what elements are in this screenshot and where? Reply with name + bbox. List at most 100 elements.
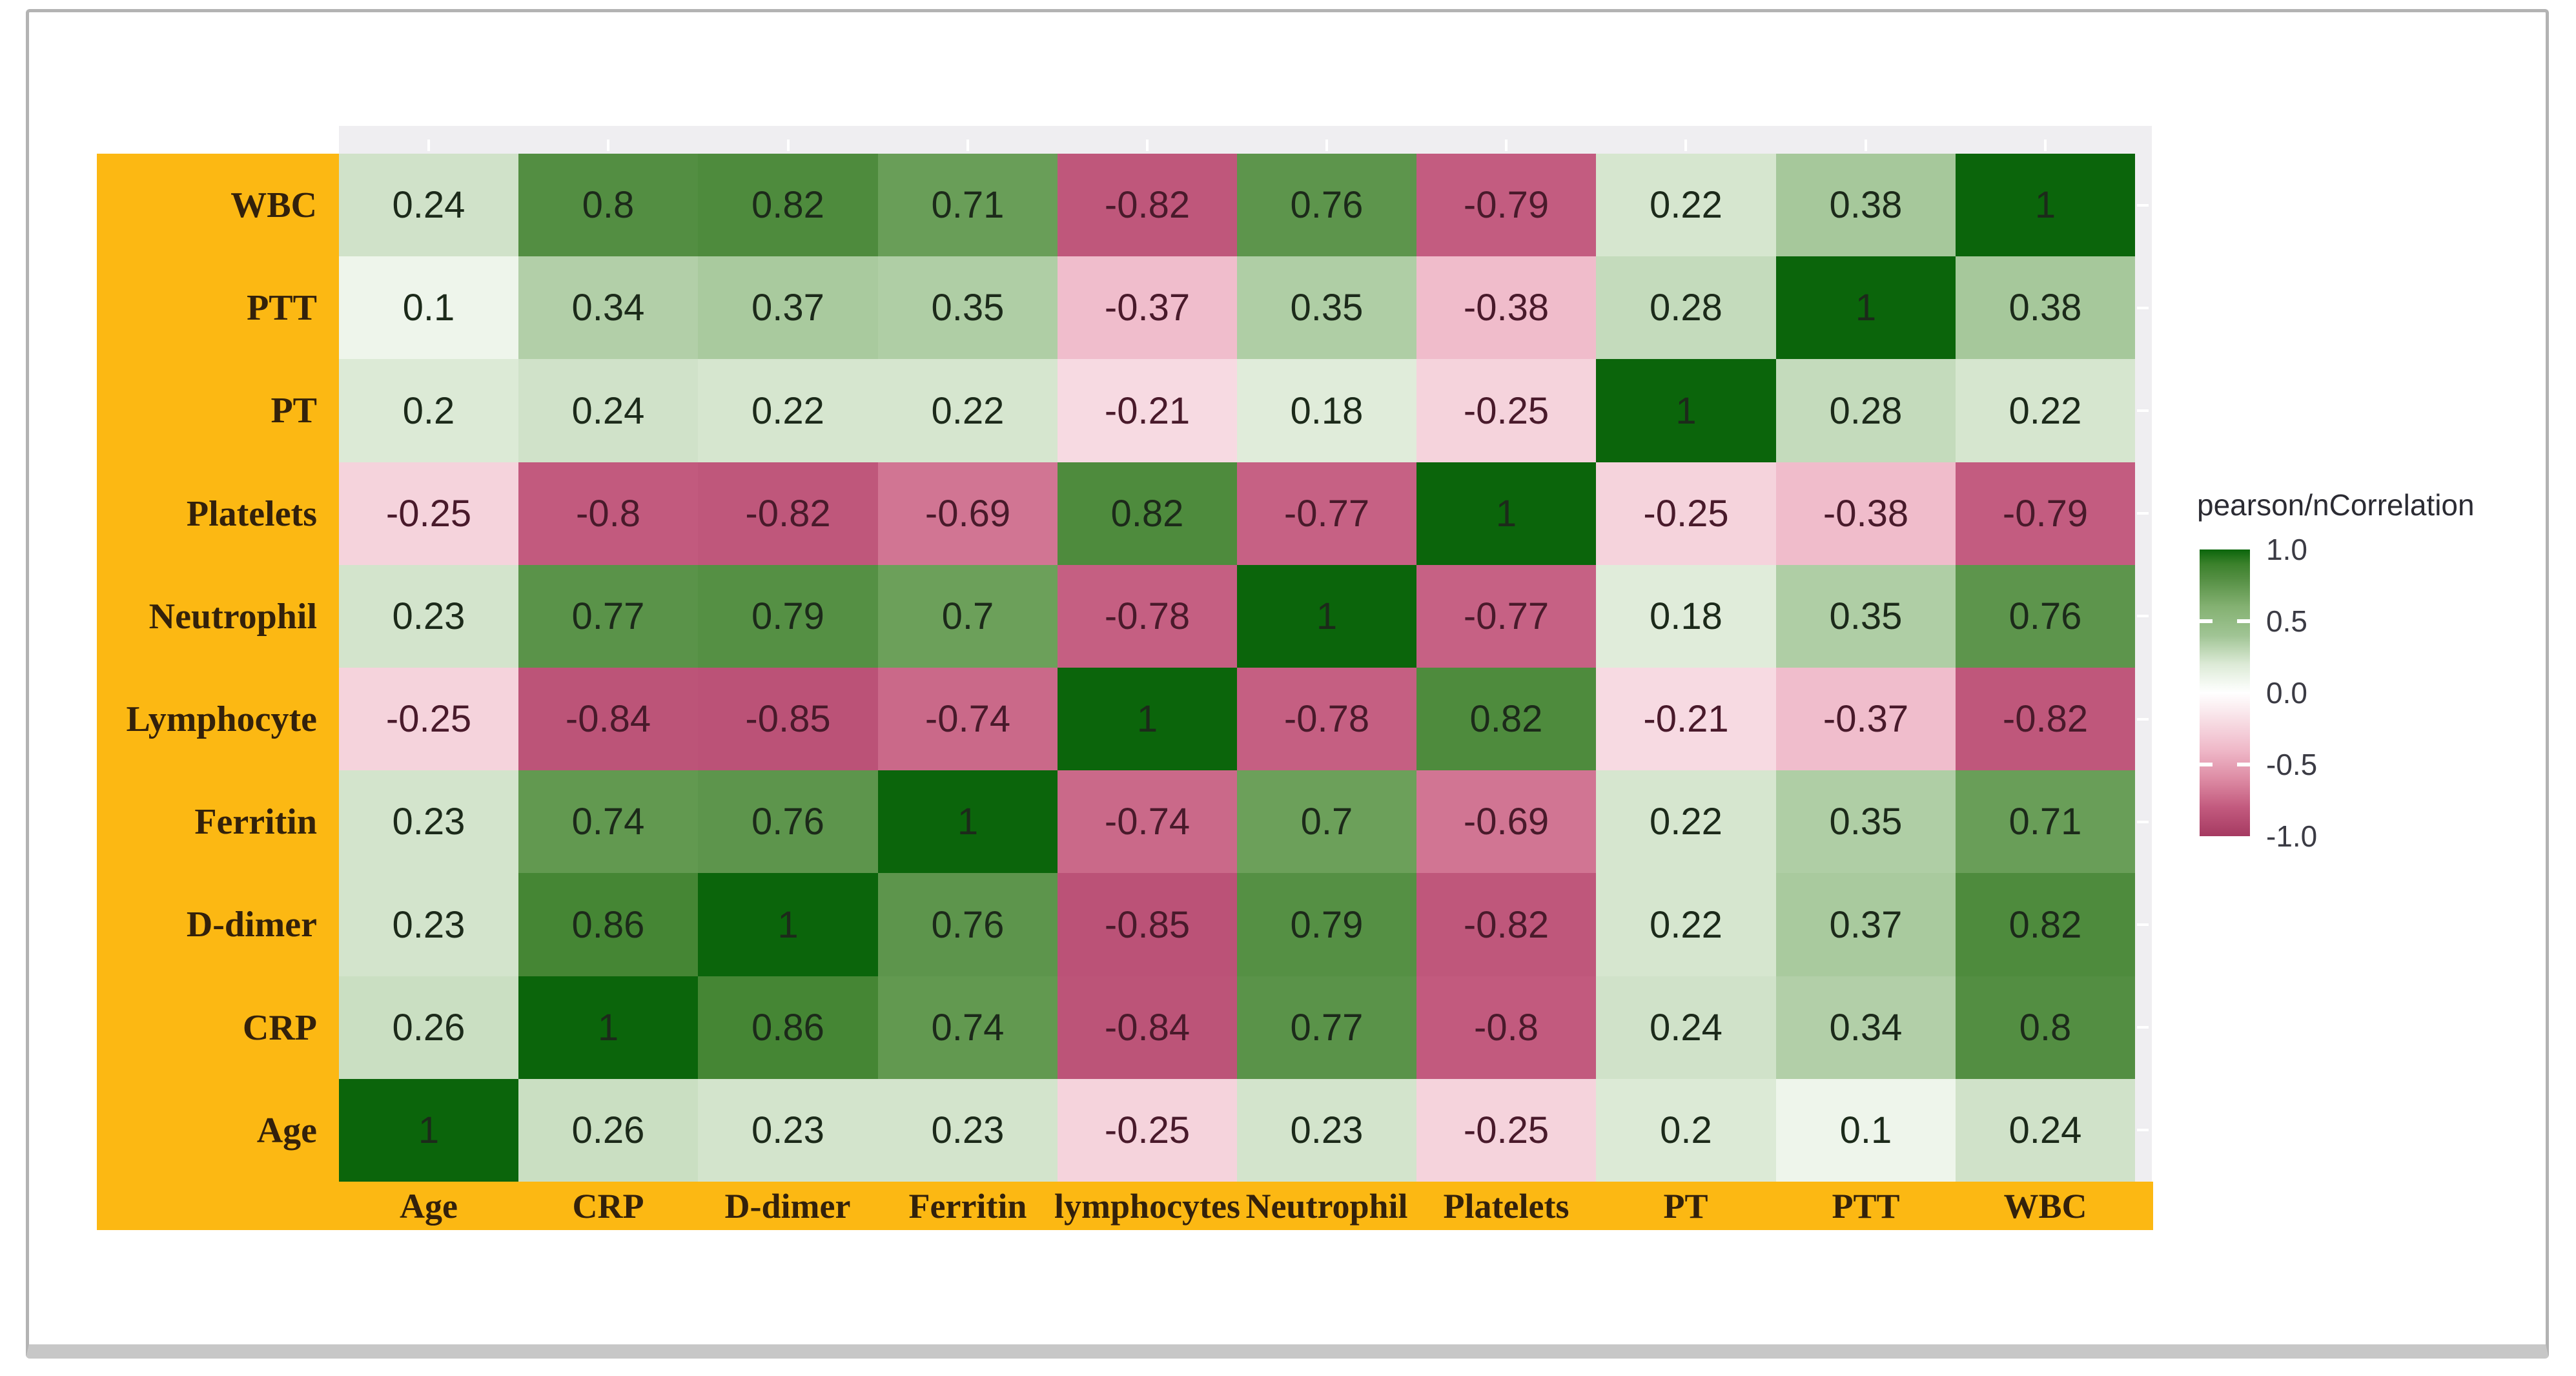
heatmap-cell: -0.82 <box>1416 873 1596 976</box>
heatmap-cell: 0.24 <box>339 154 518 256</box>
heatmap-cell: -0.79 <box>1416 154 1596 256</box>
heatmap-cell: 0.35 <box>878 256 1058 359</box>
heatmap-cell: 0.37 <box>1776 873 1956 976</box>
heatmap-cell: -0.84 <box>518 668 698 770</box>
heatmap-cell: 0.23 <box>698 1079 878 1182</box>
col-label-ptt: PTT <box>1832 1186 1900 1226</box>
heatmap-cell: 0.2 <box>1596 1079 1776 1182</box>
heatmap-cell: -0.69 <box>878 462 1058 565</box>
col-label-pt: PT <box>1663 1186 1708 1226</box>
heatmap-cell: 1 <box>339 1079 518 1182</box>
heatmap-cell: 0.23 <box>339 770 518 873</box>
legend-bar-tick <box>2200 619 2213 623</box>
x-axis-tick <box>2044 139 2047 151</box>
legend-tick-label: 1.0 <box>2266 533 2307 566</box>
heatmap-cell: 0.23 <box>1237 1079 1416 1182</box>
row-label-platelets: Platelets <box>186 493 317 534</box>
row-label-ferritin: Ferritin <box>194 801 317 842</box>
row-label-ptt: PTT <box>247 287 317 328</box>
heatmap-cell: 0.22 <box>698 359 878 462</box>
heatmap-cell: -0.25 <box>1058 1079 1237 1182</box>
heatmap-cell: -0.25 <box>1416 1079 1596 1182</box>
heatmap-cell: -0.69 <box>1416 770 1596 873</box>
heatmap-cell: -0.25 <box>339 462 518 565</box>
col-label-platelets: Platelets <box>1443 1186 1569 1226</box>
heatmap-cell: -0.82 <box>1058 154 1237 256</box>
legend-colorbar <box>2200 549 2250 836</box>
row-label-lymphocyte: Lymphocyte <box>126 699 317 739</box>
heatmap-cell: 0.22 <box>1956 359 2135 462</box>
heatmap-cell: 1 <box>1237 565 1416 668</box>
heatmap-cell: 0.23 <box>339 565 518 668</box>
heatmap-cell: 0.26 <box>339 976 518 1079</box>
heatmap-cell: 0.86 <box>698 976 878 1079</box>
legend-tick-label: 0.5 <box>2266 604 2307 638</box>
heatmap-cell: -0.79 <box>1956 462 2135 565</box>
heatmap-cell: 0.35 <box>1776 565 1956 668</box>
heatmap-cell: 0.24 <box>518 359 698 462</box>
heatmap-cell: 0.82 <box>1058 462 1237 565</box>
heatmap-cell: 0.23 <box>878 1079 1058 1182</box>
heatmap-cell: 0.76 <box>1237 154 1416 256</box>
heatmap-cell: -0.85 <box>1058 873 1237 976</box>
heatmap-cell: 0.1 <box>1776 1079 1956 1182</box>
y-axis-tick <box>2137 1026 2149 1029</box>
heatmap-cell: -0.82 <box>698 462 878 565</box>
heatmap-cell: -0.21 <box>1058 359 1237 462</box>
heatmap-cell: 0.34 <box>1776 976 1956 1079</box>
y-axis-tick <box>2137 409 2149 412</box>
x-axis-tick <box>1865 139 1867 151</box>
heatmap-cell: 0.23 <box>339 873 518 976</box>
heatmap-cell: 0.77 <box>1237 976 1416 1079</box>
plot-panel-margin-right <box>2135 154 2152 1182</box>
heatmap-cell: 1 <box>1596 359 1776 462</box>
heatmap-cell: 0.77 <box>518 565 698 668</box>
heatmap-cell: 0.24 <box>1956 1079 2135 1182</box>
heatmap-cell: 0.76 <box>698 770 878 873</box>
plot-panel-margin-top <box>339 126 2152 154</box>
heatmap-cell: 0.38 <box>1956 256 2135 359</box>
heatmap-cell: 0.22 <box>1596 770 1776 873</box>
row-label-d-dimer: D-dimer <box>186 904 317 945</box>
legend-bar-tick <box>2237 763 2250 766</box>
heatmap-cell: 1 <box>1058 668 1237 770</box>
heatmap-cell: 0.35 <box>1776 770 1956 873</box>
heatmap-cell: 0.71 <box>1956 770 2135 873</box>
y-axis-tick <box>2137 512 2149 515</box>
x-axis-band: Age CRP D-dimer Ferritin lymphocytes Neutroph… <box>339 1182 2153 1230</box>
heatmap-cell: -0.78 <box>1058 565 1237 668</box>
heatmap-cell: 0.7 <box>878 565 1058 668</box>
heatmap-cell: 0.34 <box>518 256 698 359</box>
heatmap-cell: -0.25 <box>339 668 518 770</box>
heatmap-cell: 0.8 <box>518 154 698 256</box>
row-label-neutrophil: Neutrophil <box>148 596 317 637</box>
heatmap-cell: 1 <box>1956 154 2135 256</box>
col-label-wbc: WBC <box>2003 1186 2087 1226</box>
heatmap-cell: 0.22 <box>1596 154 1776 256</box>
row-label-age: Age <box>256 1110 317 1151</box>
heatmap-cell: -0.25 <box>1416 359 1596 462</box>
heatmap-cell: 0.76 <box>878 873 1058 976</box>
heatmap-cell: -0.8 <box>1416 976 1596 1079</box>
heatmap-cell: 0.22 <box>878 359 1058 462</box>
heatmap-cell: -0.84 <box>1058 976 1237 1079</box>
heatmap-cell: 0.7 <box>1237 770 1416 873</box>
heatmap-cell: 0.74 <box>518 770 698 873</box>
heatmap-cell: 0.8 <box>1956 976 2135 1079</box>
col-label-ferritin: Ferritin <box>908 1186 1027 1226</box>
col-label-d-dimer: D-dimer <box>724 1186 851 1226</box>
heatmap-cell: 0.1 <box>339 256 518 359</box>
col-label-crp: CRP <box>572 1186 644 1226</box>
heatmap-cell: -0.37 <box>1058 256 1237 359</box>
y-axis-tick <box>2137 204 2149 207</box>
y-axis-tick <box>2137 923 2149 926</box>
y-axis-tick <box>2137 821 2149 823</box>
heatmap-cell: -0.77 <box>1416 565 1596 668</box>
x-axis-tick <box>1325 139 1328 151</box>
heatmap-cell: 1 <box>1416 462 1596 565</box>
heatmap-cell: 0.82 <box>1956 873 2135 976</box>
heatmap-cell: -0.8 <box>518 462 698 565</box>
heatmap-cell: 1 <box>518 976 698 1079</box>
y-axis-tick <box>2137 718 2149 721</box>
y-axis-band: WBC PTT PT Platelets Neutrophil Lymphocyte Fer… <box>97 154 339 1230</box>
